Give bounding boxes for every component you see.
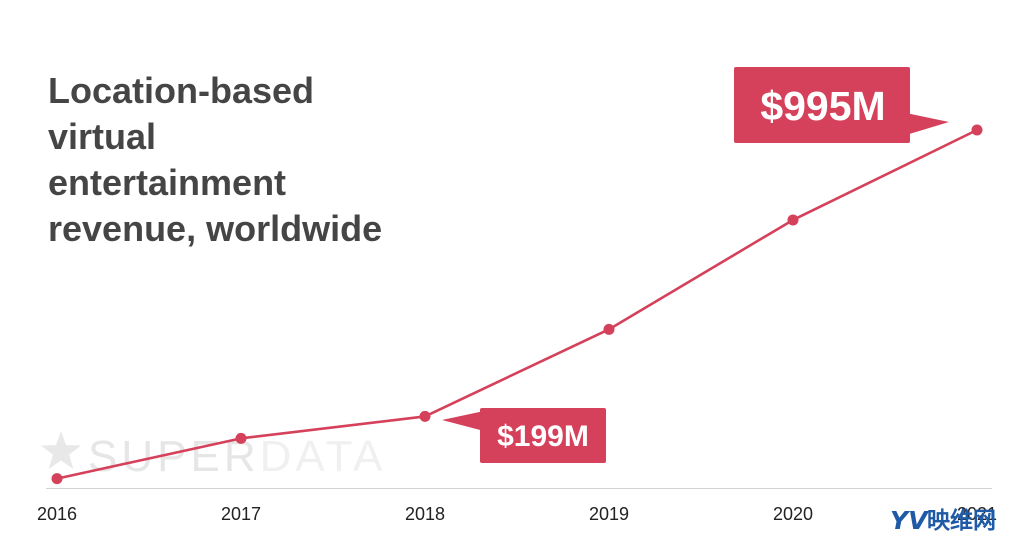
callout-2021-pointer [906,113,949,135]
series-layer [51,124,983,485]
callout-2018-label: $199M [497,420,589,453]
x-tick-label-2018: 2018 [405,504,445,524]
data-point-2016 [51,473,63,485]
callout-2021: $995M [734,67,949,143]
watermark-part2: DATA [260,432,387,481]
data-point-2021 [971,124,983,136]
x-tick-label-2019: 2019 [589,504,629,524]
superdata-watermark: SUPERDATA [41,431,387,481]
data-point-2018 [419,410,431,422]
series-line [56,128,978,480]
x-axis-ticks: 2016 2017 2018 2019 2020 2021 [37,504,997,524]
callout-2021-label: $995M [760,83,885,129]
x-tick-label-2021: 2021 [957,504,997,524]
callout-2018: $199M [442,408,606,463]
data-point-2020 [787,214,799,226]
site-logo: YV 映维网 [890,506,996,535]
star-icon [41,431,81,469]
logo-mark-icon: YV [890,506,929,535]
callout-2021-box [734,67,910,143]
chart-title: Location-based virtual entertainment rev… [48,70,383,249]
x-tick-label-2017: 2017 [221,504,261,524]
data-point-2017 [235,432,247,444]
callout-2018-box [480,408,606,463]
x-tick-label-2020: 2020 [773,504,813,524]
data-point-2019 [603,323,615,335]
logo-text: 映维网 [927,507,996,534]
x-tick-label-2016: 2016 [37,504,77,524]
callout-2018-pointer [442,411,484,431]
